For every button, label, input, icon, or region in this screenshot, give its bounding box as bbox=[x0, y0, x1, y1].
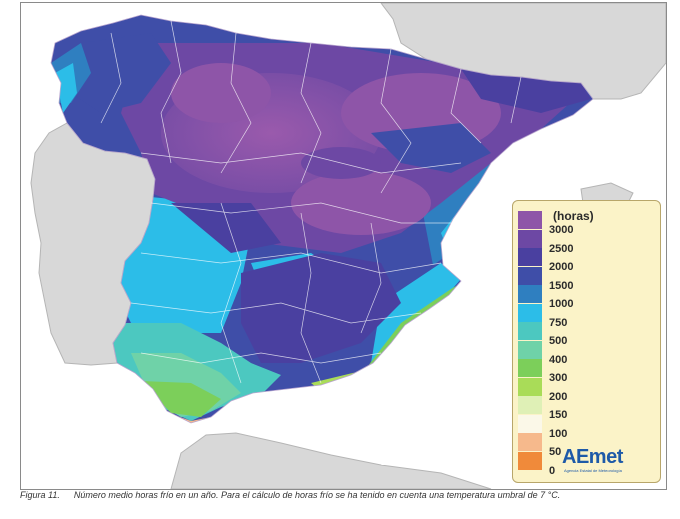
caption-text: Número medio horas frío en un año. Para … bbox=[73, 490, 561, 500]
aemet-logo: AEmet Agencia Estatal de Meteorología bbox=[562, 446, 634, 476]
legend-swatch-50 bbox=[518, 433, 542, 451]
logo-subtitle: Agencia Estatal de Meteorología bbox=[564, 468, 622, 473]
legend-swatch-1500 bbox=[518, 266, 542, 285]
legend-swatch-2500 bbox=[518, 229, 542, 248]
legend-swatch-100 bbox=[518, 414, 542, 433]
legend-swatch-0 bbox=[518, 451, 542, 470]
legend-swatch-2000 bbox=[518, 248, 542, 266]
legend-label-750: 750 bbox=[549, 316, 568, 329]
legend-label-400: 400 bbox=[549, 353, 568, 366]
legend-swatch-500 bbox=[518, 322, 542, 340]
legend-label-2000: 2000 bbox=[549, 261, 574, 273]
map-frame: (horas) 3000 2500 2000 1500 1000 750 500 400 300… bbox=[20, 2, 667, 490]
legend-label-300: 300 bbox=[549, 372, 568, 384]
legend-swatch-200 bbox=[518, 377, 542, 396]
legend-title: (horas) bbox=[553, 209, 594, 223]
legend-label-200: 200 bbox=[549, 390, 568, 403]
legend-swatch-300 bbox=[518, 359, 542, 377]
logo-name: AEmet bbox=[562, 446, 623, 468]
legend-swatch-400 bbox=[518, 340, 542, 359]
figure-caption: Figura 11. Número medio horas frío en un … bbox=[20, 490, 665, 500]
map-legend: (horas) 3000 2500 2000 1500 1000 750 500 400 300… bbox=[512, 200, 661, 483]
legend-swatch-750 bbox=[518, 303, 542, 322]
legend-swatch-1000 bbox=[518, 285, 542, 303]
province-boundaries bbox=[100, 20, 522, 384]
legend-label-1500: 1500 bbox=[549, 279, 574, 292]
figure-number: Figura 11. bbox=[20, 490, 60, 500]
legend-label-100: 100 bbox=[549, 427, 568, 440]
legend-label-150: 150 bbox=[549, 409, 568, 421]
legend-label-50: 50 bbox=[549, 446, 562, 458]
legend-label-500: 500 bbox=[549, 335, 568, 347]
africa-landmass bbox=[170, 432, 492, 489]
legend-label-1000: 1000 bbox=[549, 298, 574, 310]
legend-label-3000: 3000 bbox=[549, 224, 574, 236]
chill-hours-map bbox=[21, 3, 666, 489]
legend-label-2500: 2500 bbox=[549, 242, 574, 255]
legend-label-0: 0 bbox=[549, 464, 556, 477]
legend-swatch-150 bbox=[518, 396, 542, 414]
legend-swatch-3000 bbox=[518, 211, 542, 229]
